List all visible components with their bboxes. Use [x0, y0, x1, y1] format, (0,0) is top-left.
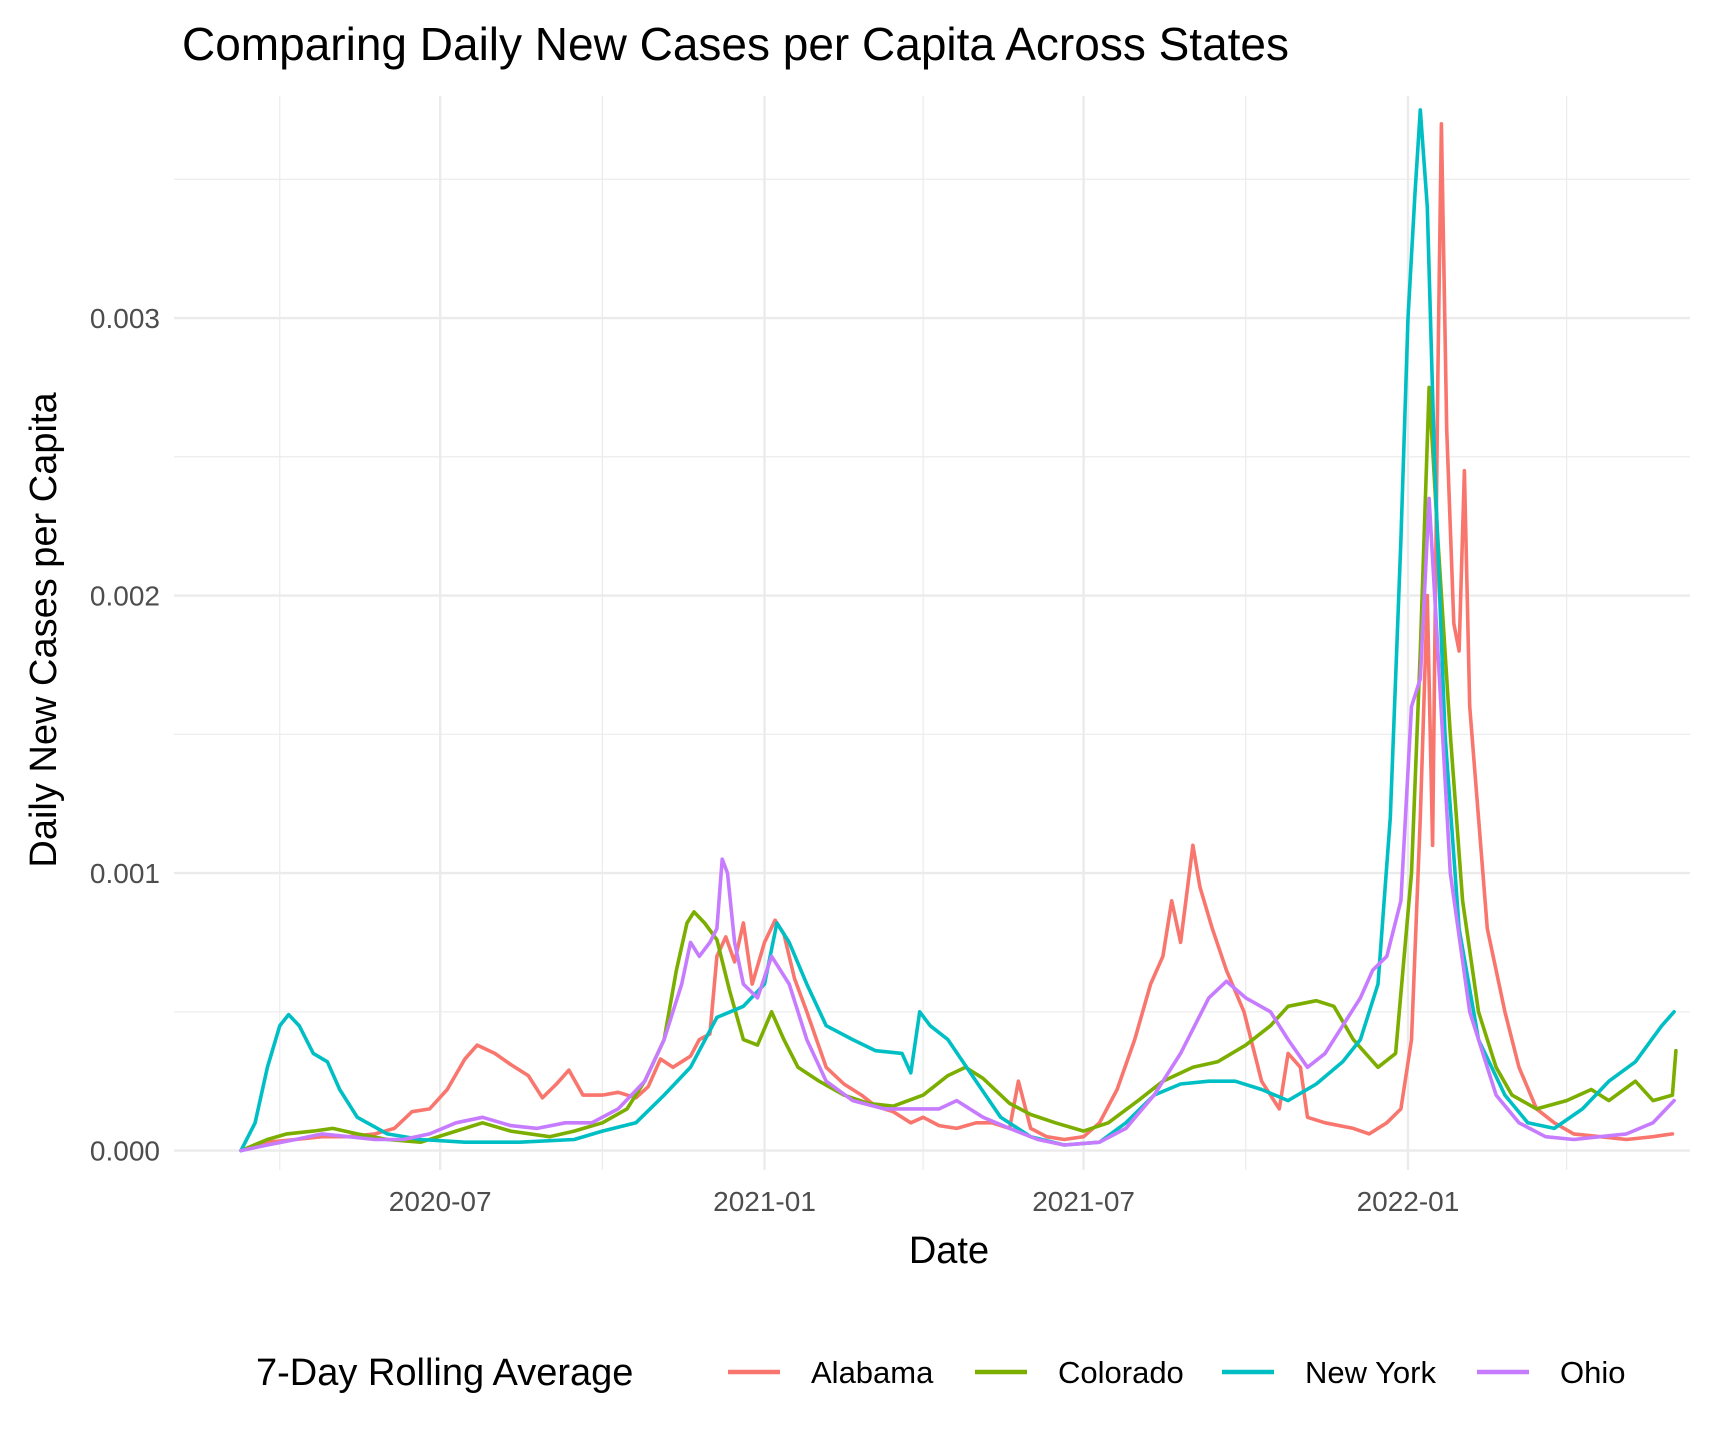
x-tick-label: 2020-07 — [389, 1186, 492, 1217]
series-line-ohio — [239, 496, 1676, 1153]
y-tick-label: 0.000 — [90, 1136, 160, 1167]
y-axis-ticks: 0.000 0.001 0.002 0.003 — [90, 303, 160, 1167]
series-line-colorado — [239, 385, 1678, 1153]
y-tick-label: 0.003 — [90, 303, 160, 334]
legend-title: 7-Day Rolling Average — [256, 1352, 633, 1394]
chart-title: Comparing Daily New Cases per Capita Acr… — [182, 18, 1289, 70]
y-tick-label: 0.001 — [90, 858, 160, 889]
x-tick-label: 2022-01 — [1357, 1186, 1460, 1217]
legend-label-alabama: Alabama — [811, 1355, 934, 1390]
series-line-alabama — [239, 122, 1675, 1153]
legend-label-colorado: Colorado — [1058, 1355, 1184, 1390]
legend: 7-Day Rolling Average Alabama Colorado New… — [256, 1352, 1625, 1394]
x-tick-label: 2021-07 — [1032, 1186, 1135, 1217]
legend-label-ohio: Ohio — [1560, 1355, 1625, 1390]
y-tick-label: 0.002 — [90, 581, 160, 612]
series-line-new-york — [239, 108, 1676, 1153]
y-axis-title: Daily New Cases per Capita — [23, 392, 65, 868]
legend-label-new-york: New York — [1305, 1355, 1436, 1390]
x-axis-ticks: 2020-07 2021-01 2021-07 2022-01 — [389, 1186, 1460, 1217]
grid — [174, 96, 1690, 1170]
x-tick-label: 2021-01 — [713, 1186, 816, 1217]
x-axis-title: Date — [909, 1230, 989, 1272]
series-lines — [239, 108, 1678, 1153]
